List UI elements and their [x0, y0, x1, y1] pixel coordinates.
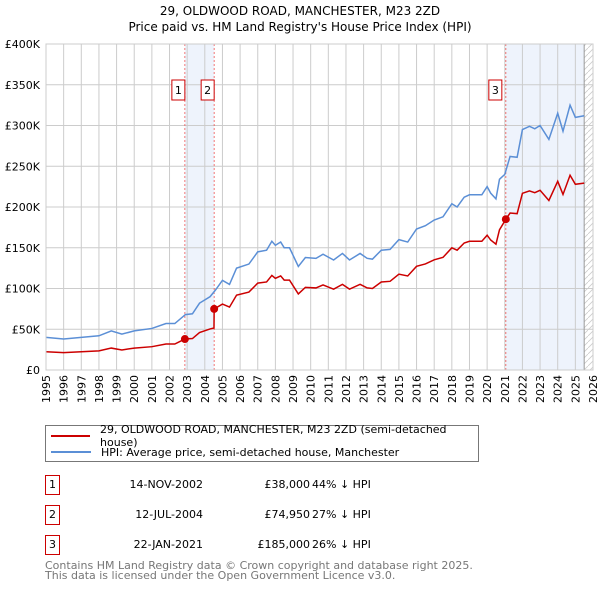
x-tick-label: 1996	[58, 375, 71, 403]
sale-marker-label: 3	[492, 84, 499, 97]
hpi-line	[45, 102, 585, 340]
legend-label: 29, OLDWOOD ROAD, MANCHESTER, M23 2ZD (s…	[100, 423, 447, 449]
sale-row-2: 2 12-JUL-2004 £74,950 27% ↓ HPI	[45, 505, 465, 525]
x-tick-label: 2022	[516, 375, 529, 403]
x-tick-label: 2014	[375, 375, 388, 403]
y-tick-label: £400K	[5, 38, 41, 51]
chart-title: 29, OLDWOOD ROAD, MANCHESTER, M23 2ZD	[159, 4, 441, 18]
x-tick-label: 2004	[199, 375, 212, 403]
sale-point	[210, 304, 219, 313]
x-tick-label: 2012	[340, 375, 353, 403]
x-tick-label: 2006	[234, 375, 247, 403]
sale-price: £185,000	[257, 538, 311, 551]
x-tick-label: 1995	[40, 375, 53, 403]
legend-swatch-blue	[51, 451, 91, 453]
footer-copyright: Contains HM Land Registry data © Crown c…	[45, 559, 473, 572]
legend-item-property: 29, OLDWOOD ROAD, MANCHESTER, M23 2ZD (s…	[51, 423, 478, 449]
x-tick-label: 2011	[322, 375, 335, 403]
plot-area: 1995 1996 1997 1998 1999 2000 2001 2002 2003 2004…	[5, 38, 600, 403]
x-tick-label: 2023	[534, 375, 547, 403]
x-tick-label: 2020	[481, 375, 494, 403]
x-tick-label: 1999	[111, 375, 124, 403]
footer-licence: This data is licensed under the Open Gov…	[45, 569, 396, 582]
x-tick-label: 2008	[269, 375, 282, 403]
sale-row-1: 1 14-NOV-2002 £38,000 44% ↓ HPI	[45, 475, 465, 495]
sale-marker-label: 2	[204, 84, 211, 97]
sale-date: 12-JUL-2004	[135, 508, 203, 521]
sale-marker-label: 1	[45, 475, 60, 495]
x-tick-label: 2010	[305, 375, 318, 403]
sale-marker-box	[171, 79, 186, 101]
y-tick-label: £50K	[12, 323, 41, 336]
x-tick-label: 2026	[587, 375, 600, 403]
sale-point	[180, 335, 189, 344]
sale-point	[501, 215, 510, 224]
x-tick-label: 1998	[93, 375, 106, 403]
y-tick-label: £0	[26, 364, 40, 377]
y-tick-label: £300K	[5, 120, 41, 133]
sale-date: 22-JAN-2021	[133, 538, 203, 551]
x-tick-label: 1997	[75, 375, 88, 403]
sale-date: 14-NOV-2002	[129, 478, 203, 491]
x-tick-label: 2001	[146, 375, 159, 403]
sale-marker-label: 1	[175, 84, 182, 97]
plot-border	[45, 43, 594, 371]
y-tick-label: £350K	[5, 79, 41, 92]
x-tick-label: 2007	[252, 375, 265, 403]
chart-subtitle: Price paid vs. HM Land Registry's House …	[128, 20, 472, 34]
x-tick-label: 2003	[181, 375, 194, 403]
x-tick-label: 2000	[128, 375, 141, 403]
sale-marker-label: 3	[45, 535, 60, 555]
y-tick-label: £250K	[5, 160, 41, 173]
y-tick-label: £100K	[5, 283, 41, 296]
y-tick-label: £150K	[5, 242, 41, 255]
sale-price: £74,950	[264, 508, 311, 521]
sale-vs-hpi: 27% ↓ HPI	[312, 508, 371, 521]
legend-label: HPI: Average price, semi-detached house,…	[101, 445, 400, 459]
x-tick-label: 2017	[428, 375, 441, 403]
sale-row-3: 3 22-JAN-2021 £185,000 26% ↓ HPI	[45, 535, 465, 555]
x-tick-label: 2015	[393, 375, 406, 403]
legend-swatch-red	[51, 435, 91, 437]
x-tick-label: 2018	[446, 375, 459, 403]
sale-marker-label: 2	[45, 505, 60, 525]
sale-price: £38,000	[264, 478, 311, 491]
x-tick-label: 2002	[164, 375, 177, 403]
x-tick-label: 2021	[499, 375, 512, 403]
x-tick-label: 2019	[463, 375, 476, 403]
legend-item-hpi: HPI: Average price, semi-detached house,…	[51, 444, 399, 460]
y-tick-label: £200K	[5, 201, 41, 214]
x-tick-label: 2025	[569, 375, 582, 403]
x-tick-label: 2005	[216, 375, 229, 403]
property-line	[45, 173, 585, 354]
sale-marker-box	[488, 79, 503, 101]
sale-vs-hpi: 44% ↓ HPI	[312, 478, 371, 491]
sale-vs-hpi: 26% ↓ HPI	[312, 538, 371, 551]
legend: 29, OLDWOOD ROAD, MANCHESTER, M23 2ZD (s…	[45, 423, 479, 462]
x-tick-label: 2009	[287, 375, 300, 403]
x-tick-label: 2013	[358, 375, 371, 403]
x-tick-label: 2024	[552, 375, 565, 403]
x-tick-label: 2016	[411, 375, 424, 403]
sale-marker-box	[200, 79, 215, 101]
